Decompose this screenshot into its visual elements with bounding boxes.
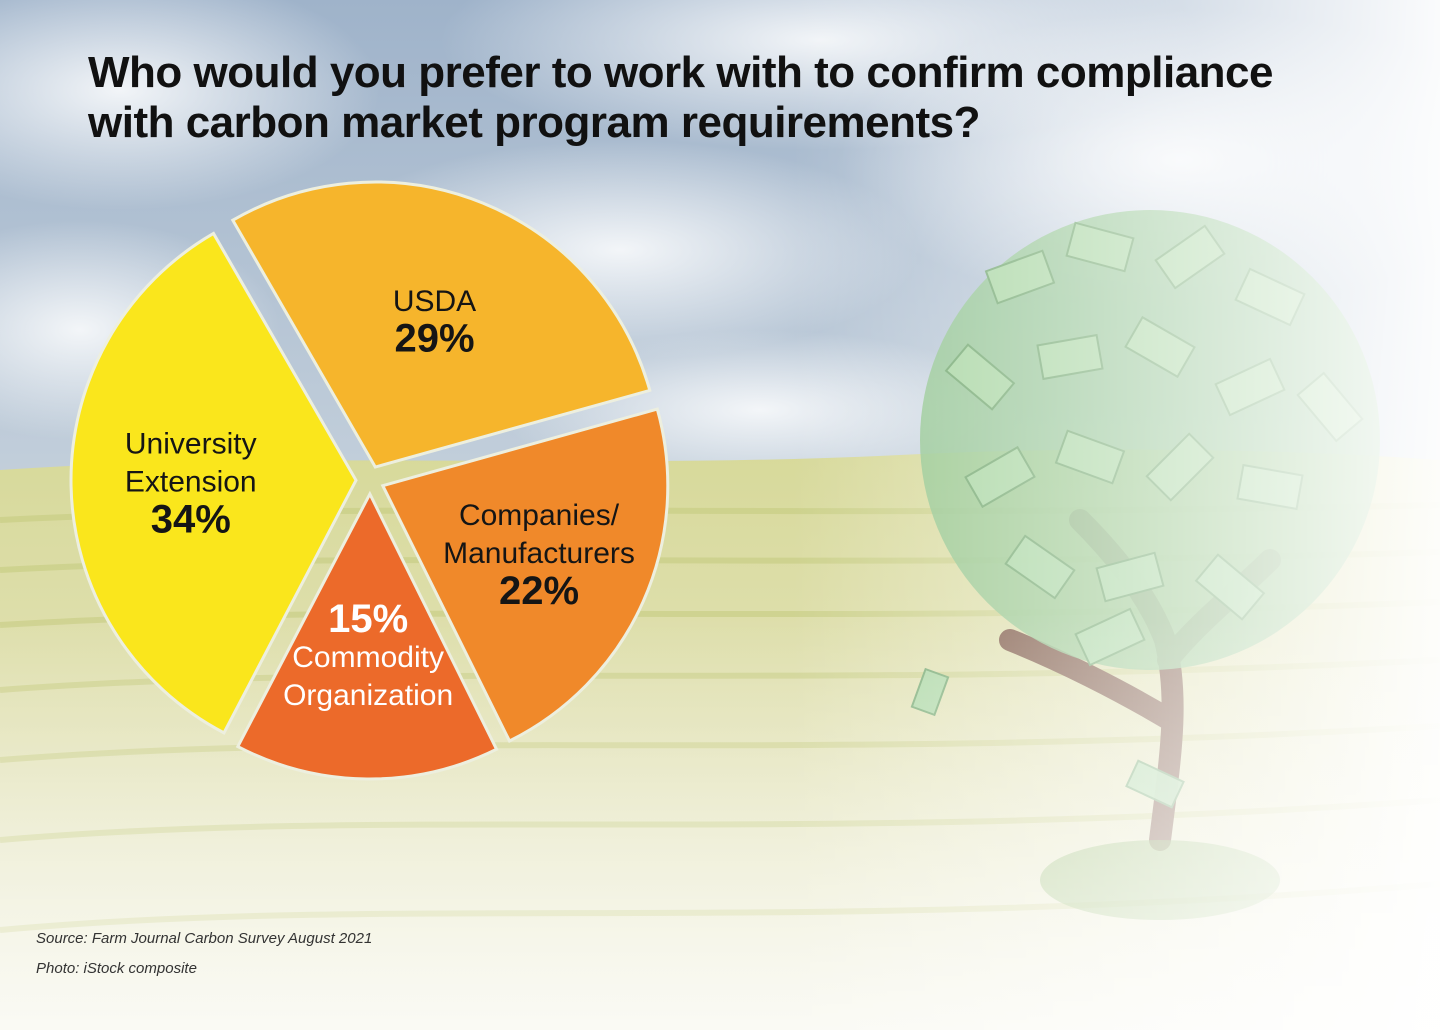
pie-slice <box>230 180 652 469</box>
chart-title-line: with carbon market program requirements? <box>88 98 981 147</box>
photo-credit: Photo: iStock composite <box>36 960 197 977</box>
source-note: Source: Farm Journal Carbon Survey Augus… <box>36 930 373 947</box>
slice-value-label: 34% <box>151 497 231 541</box>
chart-title: Who would you prefer to work with to con… <box>88 48 1408 148</box>
slice-category-label: University <box>125 428 257 461</box>
slice-category-label: Commodity <box>292 641 444 674</box>
slice-value-label: 22% <box>499 569 579 613</box>
slice-category-label: USDA <box>393 285 476 318</box>
slice-value-label: 15% <box>328 597 408 641</box>
pie-slice <box>69 231 358 735</box>
slice-category-label: Companies/ <box>459 499 620 532</box>
slice-category-label: Organization <box>283 679 453 712</box>
slice-category-label: Extension <box>125 466 257 499</box>
pie-slice <box>235 490 499 781</box>
pie-slice <box>380 407 670 743</box>
chart-title-line: Who would you prefer to work with to con… <box>88 48 1274 97</box>
slice-category-label: Manufacturers <box>443 537 635 570</box>
slice-value-label: 29% <box>394 316 474 360</box>
